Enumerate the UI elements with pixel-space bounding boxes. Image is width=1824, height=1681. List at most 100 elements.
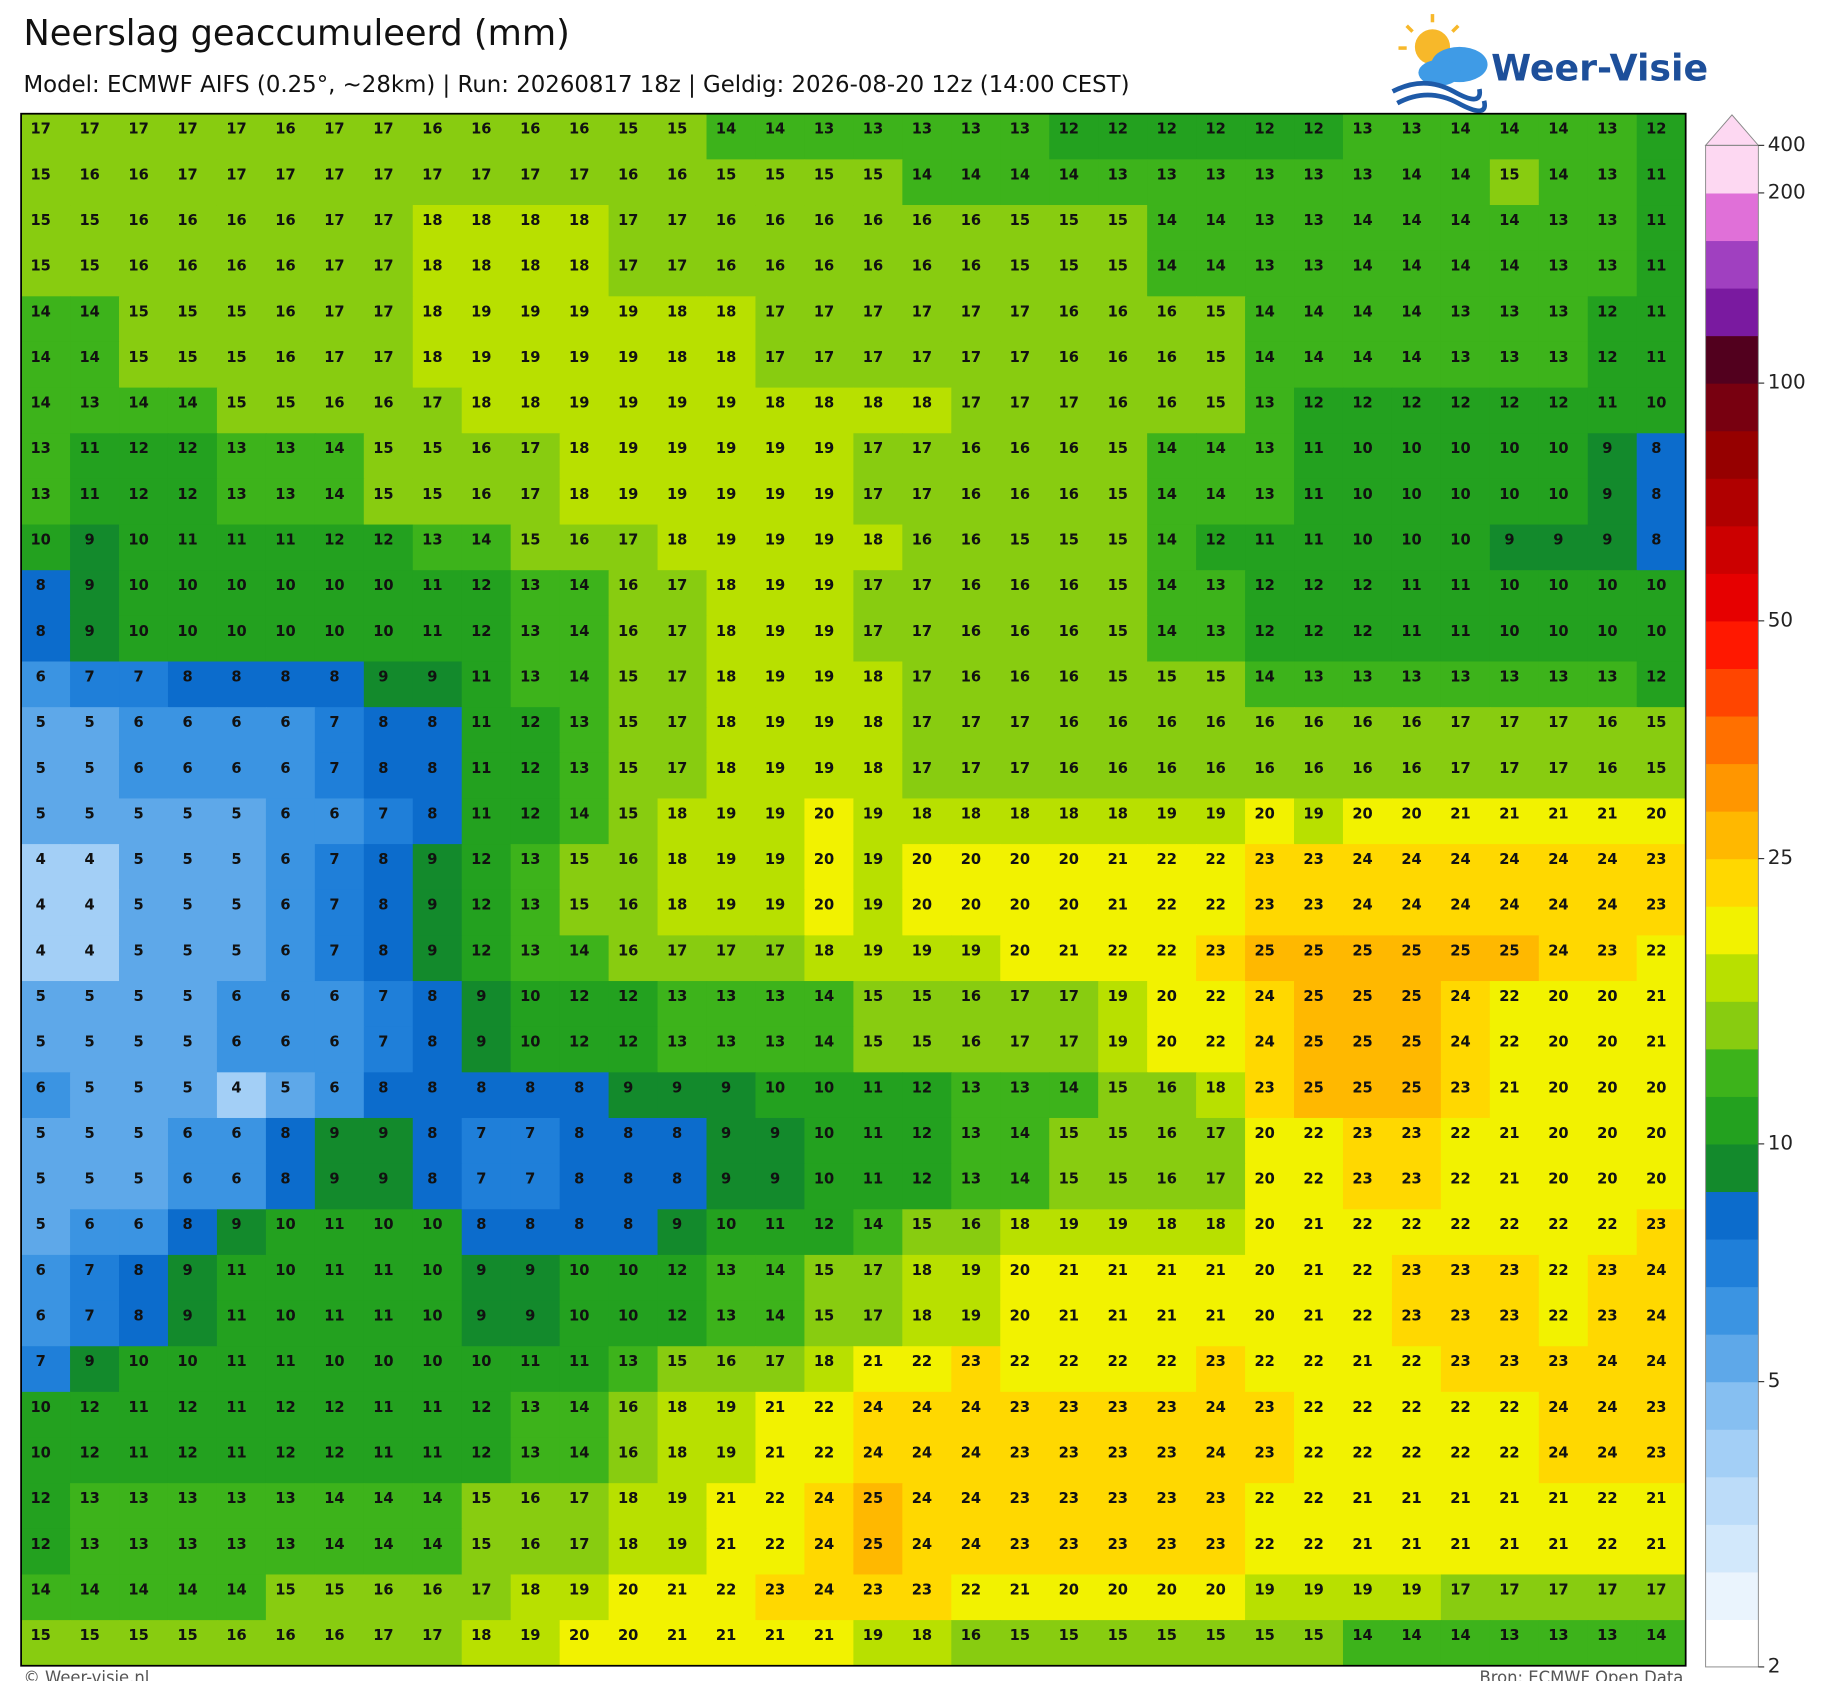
precip-cell	[755, 1163, 806, 1210]
precip-value: 13	[1254, 440, 1274, 457]
precip-value: 19	[1205, 805, 1225, 822]
precip-cell	[853, 1391, 904, 1439]
precip-cell	[853, 159, 904, 206]
precip-value: 22	[1205, 988, 1225, 1005]
precip-cell	[853, 341, 904, 389]
precip-cell	[461, 844, 512, 891]
precip-value: 22	[1401, 1399, 1421, 1416]
precip-cell	[657, 1254, 708, 1302]
precip-cell	[853, 1574, 904, 1621]
precip-cell	[1049, 1620, 1099, 1667]
precip-value: 15	[1108, 623, 1128, 640]
precip-value: 5	[134, 851, 144, 868]
precip-value: 25	[1450, 942, 1470, 959]
precip-cell	[461, 1117, 512, 1165]
precip-value: 15	[226, 395, 246, 412]
precip-value: 21	[1059, 1262, 1079, 1279]
precip-value: 9	[85, 623, 95, 640]
precip-cell	[412, 798, 463, 845]
precip-cell	[755, 752, 806, 800]
precip-cell	[167, 296, 218, 343]
precip-value: 21	[716, 1627, 736, 1644]
precip-cell	[755, 296, 806, 343]
precip-cell	[608, 981, 659, 1028]
precip-value: 21	[1010, 1581, 1030, 1598]
precip-cell	[1538, 113, 1589, 161]
precip-cell	[1098, 524, 1148, 571]
precip-value: 17	[177, 121, 197, 138]
colorbar-segment	[1705, 288, 1759, 337]
precip-cell	[1342, 341, 1393, 389]
precip-value: 23	[1401, 1308, 1421, 1325]
precip-cell	[1000, 1300, 1050, 1347]
precip-value: 20	[1646, 1171, 1666, 1188]
precip-value: 18	[716, 303, 736, 320]
precip-cell	[265, 1574, 316, 1621]
precip-value: 11	[1646, 349, 1666, 366]
precip-cell	[1391, 570, 1442, 617]
precip-cell	[1440, 1346, 1491, 1393]
precip-value: 10	[1499, 577, 1519, 594]
precip-cell	[1391, 387, 1442, 434]
precip-value: 10	[1499, 623, 1519, 640]
precip-cell	[1294, 1026, 1344, 1074]
precip-value: 14	[1548, 121, 1568, 138]
precip-cell	[461, 661, 512, 708]
precip-cell	[1098, 570, 1148, 617]
precip-value: 17	[1548, 714, 1568, 731]
precip-value: 20	[1205, 1581, 1225, 1598]
precip-value: 21	[1646, 1536, 1666, 1553]
precip-value: 14	[1646, 1627, 1666, 1644]
precip-cell	[559, 615, 610, 663]
precip-cell	[314, 981, 365, 1028]
precip-value: 15	[863, 166, 883, 183]
precip-value: 16	[716, 1353, 736, 1370]
precip-cell	[314, 296, 365, 343]
precip-cell	[412, 113, 463, 161]
precip-value: 23	[1254, 1399, 1274, 1416]
precip-value: 17	[1059, 1034, 1079, 1051]
precip-value: 13	[1499, 668, 1519, 685]
precip-cell	[1098, 1620, 1148, 1667]
colorbar-segment	[1705, 715, 1759, 765]
precip-value: 19	[961, 1308, 981, 1325]
precip-value: 12	[471, 1399, 491, 1416]
precip-cell	[755, 387, 806, 434]
precip-cell	[1098, 1209, 1148, 1256]
precip-value: 13	[226, 440, 246, 457]
precip-cell	[216, 889, 267, 937]
precip-value: 14	[1450, 258, 1470, 275]
precip-value: 20	[1646, 1079, 1666, 1096]
precip-cell	[1245, 570, 1295, 617]
precip-value: 8	[36, 577, 46, 594]
precip-cell	[1049, 1026, 1099, 1074]
precip-cell	[1538, 889, 1589, 937]
precip-cell	[1489, 524, 1540, 571]
precip-cell	[119, 1117, 169, 1165]
precip-cell	[1000, 341, 1050, 389]
precip-cell	[1049, 159, 1099, 206]
precip-cell	[216, 1026, 267, 1074]
precip-value: 15	[569, 851, 589, 868]
precip-value: 14	[226, 1581, 246, 1598]
precip-cell	[167, 1574, 218, 1621]
precip-value: 15	[618, 805, 638, 822]
precip-cell	[167, 387, 218, 434]
precip-value: 19	[618, 440, 638, 457]
precip-cell	[1196, 296, 1246, 343]
precip-cell	[167, 1483, 218, 1530]
precip-value: 18	[471, 1627, 491, 1644]
precip-value: 22	[1352, 1216, 1372, 1233]
precip-cell	[1245, 707, 1295, 754]
precip-value: 12	[814, 1216, 834, 1233]
precip-value: 11	[226, 1399, 246, 1416]
precip-cell	[1000, 1209, 1050, 1256]
precip-value: 5	[134, 1171, 144, 1188]
precip-value: 5	[36, 988, 46, 1005]
precip-cell	[510, 1117, 561, 1165]
precip-cell	[1538, 433, 1589, 480]
precip-cell	[314, 1072, 365, 1119]
precip-value: 17	[422, 166, 442, 183]
colorbar-segment	[1705, 1286, 1759, 1335]
